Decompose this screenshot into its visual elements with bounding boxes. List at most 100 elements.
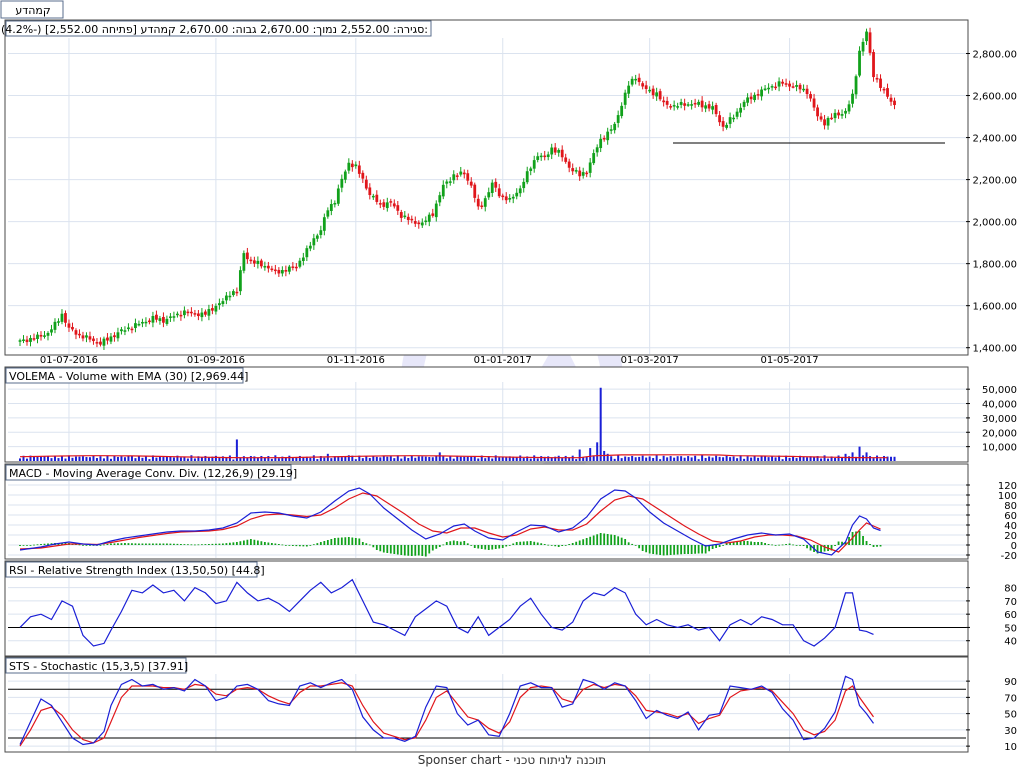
volume-bar [568,457,571,461]
volume-bar [120,456,123,461]
rsi-panel[interactable]: 40 50 60 70 80 RSI - Relative Strength Index… [4,560,1017,657]
macd-hist-bar [389,545,392,554]
candle-body [798,84,802,90]
volume-bar [449,455,452,461]
macd-hist-bar [22,545,25,546]
volume-bar [816,456,819,461]
candle-body [287,266,291,272]
macd-hist-bar [155,543,158,545]
macd-hist-bar [312,544,315,546]
candle-body [162,316,165,323]
volume-bar [211,456,214,461]
volume-bar [631,455,634,461]
y-tick-label: 120 [998,481,1017,492]
volume-bar [848,456,851,461]
candle-body [113,335,116,338]
y-tick-label: 100 [998,491,1017,502]
candle-body [308,245,312,249]
macd-hist-bar [774,545,777,546]
candle-body [361,172,365,179]
macd-hist-bar [228,542,231,545]
volume-panel[interactable]: 10,000 20,000 30,000 40,000 50,000 VOLEMA - … [4,366,1017,463]
volume-bar [673,457,676,461]
macd-hist-bar [620,537,623,545]
candle-body [501,195,505,198]
candle-body [532,160,536,169]
candle-body [823,119,826,126]
candle-body [266,265,270,269]
candle-body [116,332,120,339]
volume-bar [330,458,333,461]
volume-bar [46,456,49,461]
candle-body [473,184,477,198]
volume-bar [498,457,501,461]
volume-bar [67,455,70,461]
y-tick-label: 30 [1004,726,1017,737]
candle-body [756,94,760,96]
macd-hist-bar [652,545,655,554]
macd-hist-bar [47,543,49,545]
macd-hist-bar [26,545,28,546]
symbol-tab[interactable]: קמהדע [0,0,64,19]
stochastic-panel[interactable]: 10 30 50 70 90 STS - Stochastic (15,3,5) [37… [4,656,1017,753]
macd-hist-bar [358,538,361,545]
volume-bar [687,456,690,461]
volume-bar [232,459,235,461]
volume-bar [722,457,725,461]
macd-hist-bar [190,544,193,546]
candle-body [588,162,592,173]
macd-hist-bar [347,537,350,545]
macd-hist-bar [526,541,529,545]
macd-hist-bar [194,544,196,546]
candle-body [231,291,235,296]
macd-hist-bar [239,541,242,545]
macd-hist-bar [173,543,175,545]
volume-bar [267,456,270,461]
x-tick-label: 01-07-2016 [40,355,98,366]
x-tick-label: 01-01-2017 [474,355,532,366]
macd-hist-bar [89,545,91,546]
macd-hist-bar [718,545,721,547]
candle-body [539,155,543,158]
macd-hist-bar [386,545,389,553]
macd-hist-bar [477,545,480,549]
volume-bar [249,455,252,461]
candle-body [490,182,494,193]
candle-body [420,222,424,226]
volume-bar [389,456,392,461]
volume-bar [701,455,704,461]
candle-body [774,86,777,89]
volume-bar [750,457,753,461]
volume-title: VOLEMA - Volume with EMA (30) [2,969.44] [9,370,248,383]
candle-body [592,153,596,164]
candle-body [455,175,459,177]
candle-body [151,315,155,323]
volume-bar [60,456,63,461]
candle-body [760,89,763,97]
macd-hist-bar [669,545,672,555]
candle-body [392,203,396,207]
macd-hist-bar [550,545,553,546]
candle-body [739,107,743,113]
candle-body [721,121,725,127]
volume-bar [648,456,651,461]
volume-bar [358,455,361,461]
volume-bar [155,457,158,461]
candle-body [176,313,179,316]
candle-body [322,217,326,231]
macd-hist-bar [505,545,508,547]
macd-hist-bar [729,542,732,545]
macd-hist-bar [785,544,787,545]
macd-hist-bar [648,545,651,554]
macd-histogram [19,531,882,557]
candle-body [697,101,701,105]
volume-bar [386,456,389,461]
candle-body [683,103,687,106]
volume-bar [144,455,147,461]
volume-bar [627,457,630,461]
price-panel[interactable]: 1,400.00 1,600.00 1,800.00 2,000.00 2,200.00… [1,19,1017,366]
macd-hist-bar [498,545,501,549]
candle-body [221,301,225,305]
candle-body [606,131,610,141]
